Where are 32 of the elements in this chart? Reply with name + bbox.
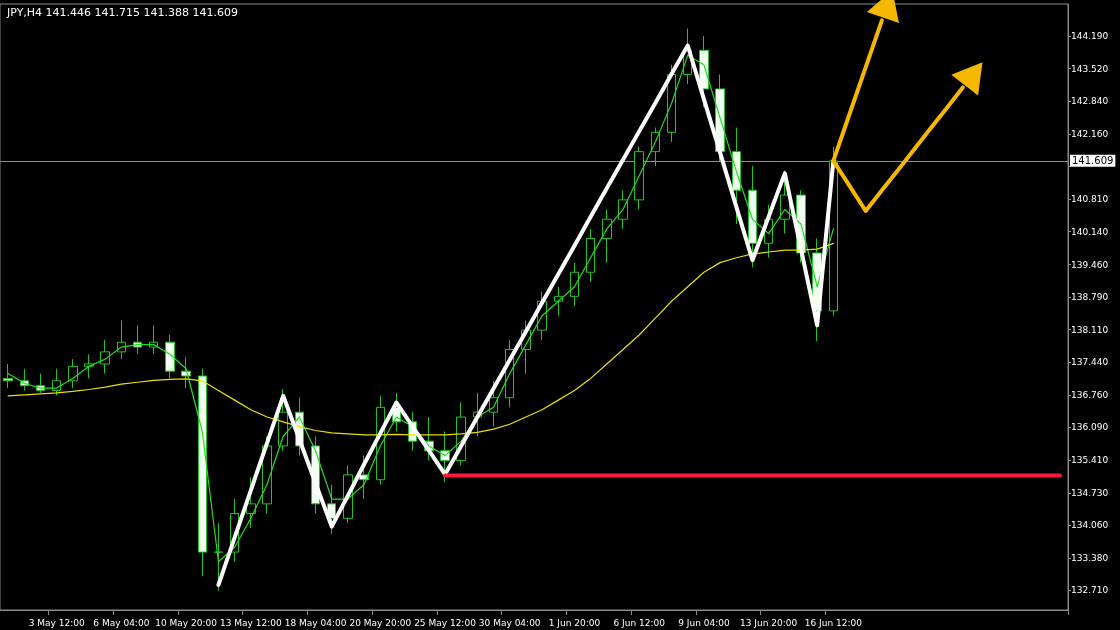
x-tick-label: 20 May 20:00 bbox=[349, 617, 412, 628]
y-tick-label: 134.730 bbox=[1071, 487, 1109, 498]
y-tick-label: 142.160 bbox=[1071, 129, 1109, 140]
ref-line-label: 141.609 bbox=[1072, 155, 1114, 167]
x-tick-label: 13 Jun 20:00 bbox=[740, 617, 798, 628]
y-tick-label: 140.810 bbox=[1071, 194, 1109, 205]
y-tick-label: 132.710 bbox=[1071, 585, 1109, 596]
y-tick-label: 135.410 bbox=[1071, 454, 1109, 465]
y-tick-label: 138.790 bbox=[1071, 291, 1109, 302]
y-tick-label: 136.760 bbox=[1071, 389, 1109, 400]
y-tick-label: 142.840 bbox=[1071, 96, 1109, 107]
y-tick-label: 139.460 bbox=[1071, 259, 1109, 270]
x-tick-label: 10 May 20:00 bbox=[155, 617, 218, 628]
x-tick-label: 25 May 12:00 bbox=[414, 617, 477, 628]
y-tick-label: 133.380 bbox=[1071, 552, 1109, 563]
y-tick-label: 144.190 bbox=[1071, 31, 1109, 42]
x-tick-label: 30 May 04:00 bbox=[478, 617, 541, 628]
chart-title: JPY,H4 141.446 141.715 141.388 141.609 bbox=[6, 6, 239, 19]
x-tick-label: 9 Jun 04:00 bbox=[678, 617, 730, 628]
x-tick-label: 18 May 04:00 bbox=[284, 617, 347, 628]
y-tick-label: 137.440 bbox=[1071, 357, 1109, 367]
x-tick-label: 6 Jun 12:00 bbox=[613, 617, 666, 628]
x-tick-label: 16 Jun 12:00 bbox=[804, 617, 863, 628]
y-tick-label: 140.140 bbox=[1071, 226, 1109, 237]
x-tick-label: 6 May 04:00 bbox=[93, 617, 150, 628]
x-tick-label: 13 May 12:00 bbox=[219, 617, 282, 628]
y-tick-label: 136.090 bbox=[1071, 422, 1109, 433]
x-tick-label: 1 Jun 20:00 bbox=[548, 617, 601, 628]
y-tick-label: 138.110 bbox=[1071, 324, 1109, 335]
y-tick-label: 134.060 bbox=[1071, 520, 1109, 531]
x-tick-label: 3 May 12:00 bbox=[28, 617, 85, 628]
y-tick-label: 143.520 bbox=[1071, 63, 1109, 74]
